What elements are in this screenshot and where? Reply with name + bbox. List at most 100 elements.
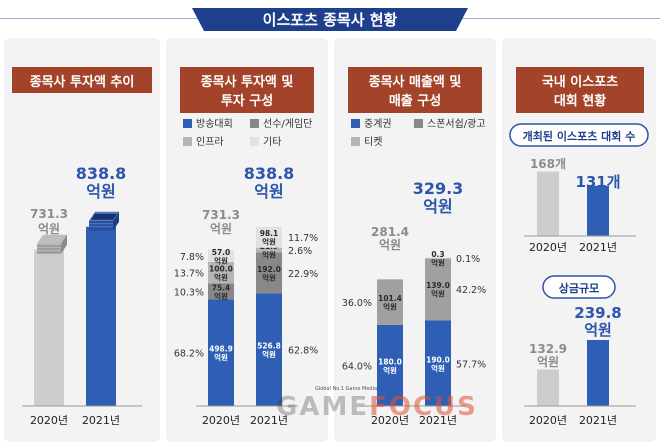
bar-revenue-1-0 bbox=[377, 279, 403, 325]
bar-investment-2020 bbox=[34, 249, 64, 406]
legend-label-other: 기타 bbox=[263, 136, 281, 148]
panel3-legend: 중계권 스폰서쉽/광고 티켓 bbox=[351, 118, 486, 148]
events-count-subtitle: 개최된 이스포츠 대회 수 bbox=[523, 129, 636, 143]
chart-investment-trend: 종목사 투자액 추이 731.3 억원 838.8 억원 2020년 2021년 bbox=[12, 67, 152, 427]
chart-domestic-events: 국내 이스포츠 대회 현황 개최된 이스포츠 대회 수 168개 131개 20… bbox=[509, 67, 649, 427]
panel3-title-line2: 매출 구성 bbox=[389, 93, 441, 109]
xtick-2021: 2021년 bbox=[419, 414, 457, 427]
value-investment-2021: 838.8 bbox=[76, 164, 127, 183]
segment-unit-investment-3-1: 억원 bbox=[262, 237, 276, 247]
panel4-title-line2: 대회 현황 bbox=[554, 93, 606, 109]
panel4-header-box bbox=[516, 67, 644, 113]
panel-investment-composition bbox=[166, 38, 328, 442]
percent-revenue-0-1: 57.7% bbox=[456, 359, 486, 370]
percent-investment-0-1: 62.8% bbox=[288, 346, 318, 357]
segment-unit-revenue-1-0: 억원 bbox=[383, 302, 397, 312]
segment-unit-investment-0-0: 억원 bbox=[214, 352, 228, 362]
segment-unit-revenue-2-1: 억원 bbox=[431, 257, 445, 267]
xtick-2021: 2021년 bbox=[579, 241, 617, 254]
bar-revenue-0-1 bbox=[425, 320, 451, 406]
bar-investment-0-1 bbox=[256, 293, 282, 406]
xtick-2020: 2020년 bbox=[30, 414, 68, 427]
bar-investment-3-1 bbox=[256, 226, 282, 248]
segment-unit-revenue-0-1: 억원 bbox=[431, 363, 445, 373]
bar-events-2021 bbox=[587, 185, 609, 236]
segment-unit-investment-1-1: 억원 bbox=[262, 272, 276, 282]
segment-unit-investment-2-0: 억원 bbox=[214, 272, 228, 282]
title-banner-shape bbox=[192, 8, 468, 31]
panel2-legend: 방송대회 선수/게임단 인프라 기타 bbox=[183, 117, 312, 148]
percent-investment-3-0: 7.8% bbox=[180, 252, 204, 263]
percent-investment-2-1: 2.6% bbox=[288, 246, 312, 257]
chart-revenue-composition: 종목사 매출액 및 매출 구성 중계권 스폰서쉽/광고 티켓 180.0억원64… bbox=[342, 67, 486, 427]
legend-label-media-rights: 중계권 bbox=[364, 118, 392, 130]
xtick-2020: 2020년 bbox=[529, 241, 567, 254]
bar-investment-2021 bbox=[86, 226, 116, 406]
chart-investment-composition: 종목사 투자액 및 투자 구성 방송대회 선수/게임단 인프라 기타 498.9… bbox=[174, 67, 318, 427]
watermark-tagline: Global No.1 Game Media bbox=[314, 386, 378, 392]
panel2-bars: 498.9억원68.2%75.4억원10.3%100.0억원13.7%57.0억… bbox=[174, 226, 318, 406]
blue-building-icon bbox=[89, 211, 119, 231]
bar-revenue-0-0 bbox=[377, 325, 403, 406]
panel3-header-box bbox=[348, 67, 482, 113]
total-revenue-2020: 281.4 bbox=[371, 225, 409, 239]
legend-label-sponsorship: 스폰서쉽/광고 bbox=[427, 118, 486, 130]
panel2-header-box bbox=[180, 67, 314, 113]
legend-label-infra: 인프라 bbox=[196, 136, 224, 148]
legend-swatch-infra bbox=[183, 137, 192, 146]
title-banner: 이스포츠 종목사 현황 bbox=[0, 8, 660, 31]
segment-value-revenue-1-1: 139.0 bbox=[426, 281, 450, 290]
value-prize-2021: 239.8 bbox=[574, 304, 621, 322]
value-prize-2020: 132.9 bbox=[529, 342, 567, 356]
segment-unit-investment-0-1: 억원 bbox=[262, 349, 276, 359]
bar-investment-0-0 bbox=[208, 299, 234, 406]
value-investment-2020: 731.3 bbox=[30, 207, 68, 221]
panel4-title-line1: 국내 이스포츠 bbox=[542, 74, 618, 90]
legend-label-ticket: 티켓 bbox=[364, 136, 382, 148]
panel-revenue-composition bbox=[334, 38, 496, 442]
total-unit-investment-2020: 억원 bbox=[210, 222, 232, 236]
percent-investment-3-1: 11.7% bbox=[288, 233, 318, 244]
gamefocus-watermark: Global No.1 Game Media GAMEFOCUS bbox=[276, 386, 476, 442]
unit-investment-2020: 억원 bbox=[38, 222, 60, 236]
bar-investment-3-0 bbox=[208, 249, 234, 262]
segment-value-revenue-1-0: 101.4 bbox=[378, 294, 402, 303]
segment-value-revenue-2-1: 0.3 bbox=[431, 250, 444, 259]
panel-investment-trend bbox=[4, 38, 160, 442]
bar-prize-2021 bbox=[587, 340, 609, 406]
total-unit-revenue-2021: 억원 bbox=[423, 197, 452, 216]
bar-investment-1-1 bbox=[256, 252, 282, 294]
unit-investment-2021: 억원 bbox=[86, 182, 115, 201]
total-investment-2020: 731.3 bbox=[202, 208, 240, 222]
xtick-2021: 2021년 bbox=[82, 414, 120, 427]
xtick-2020: 2020년 bbox=[529, 414, 567, 427]
segment-unit-investment-1-0: 억원 bbox=[214, 291, 228, 301]
xtick-2021: 2021년 bbox=[250, 414, 288, 427]
legend-swatch-ticket bbox=[351, 137, 360, 146]
watermark-brand-focus: FOCUS bbox=[369, 392, 478, 422]
page-title: 이스포츠 종목사 현황 bbox=[263, 11, 398, 29]
legend-swatch-sponsorship bbox=[414, 119, 423, 128]
percent-revenue-0-0: 64.0% bbox=[342, 362, 372, 373]
prize-subtitle: 상금규모 bbox=[559, 281, 599, 295]
bar-events-2020 bbox=[537, 171, 559, 236]
value-events-2021: 131개 bbox=[575, 173, 620, 191]
bar-investment-2-0 bbox=[208, 261, 234, 284]
bar-prize-2020 bbox=[537, 369, 559, 406]
percent-investment-1-0: 10.3% bbox=[174, 287, 204, 298]
legend-swatch-other bbox=[250, 137, 259, 146]
segment-unit-revenue-0-0: 억원 bbox=[383, 365, 397, 375]
segment-value-investment-0-0: 498.9 bbox=[209, 345, 233, 354]
legend-swatch-broadcast bbox=[183, 119, 192, 128]
panel2-title-line2: 투자 구성 bbox=[221, 94, 273, 109]
percent-revenue-2-1: 0.1% bbox=[456, 254, 480, 265]
panel3-title-line1: 종목사 매출액 및 bbox=[369, 74, 462, 90]
events-count-pill bbox=[509, 123, 649, 147]
total-unit-investment-2021: 억원 bbox=[254, 182, 283, 201]
xtick-2020: 2020년 bbox=[202, 414, 240, 427]
segment-value-revenue-0-0: 180.0 bbox=[378, 358, 402, 367]
legend-label-players: 선수/게임단 bbox=[263, 117, 312, 130]
legend-label-broadcast: 방송대회 bbox=[196, 118, 233, 130]
